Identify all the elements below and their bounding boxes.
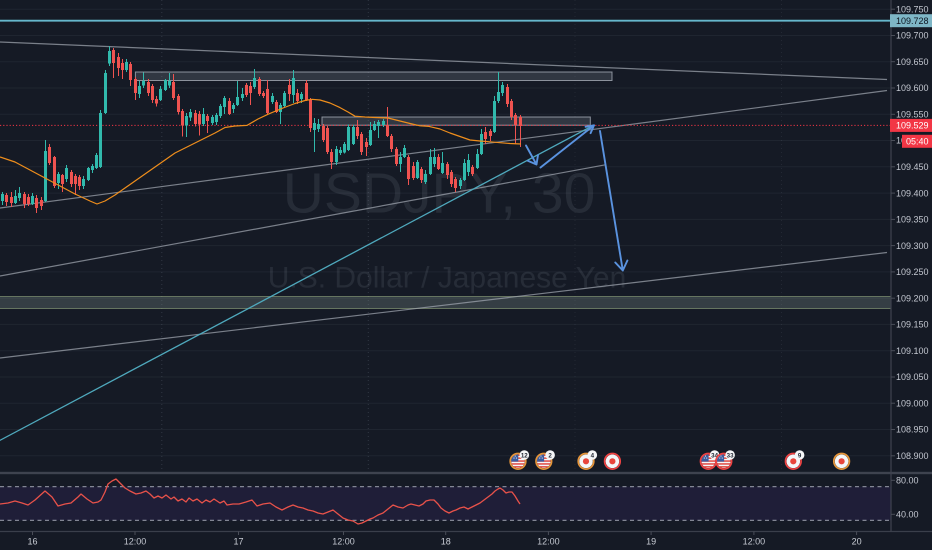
svg-text:109.000: 109.000: [896, 398, 929, 408]
svg-text:40.00: 40.00: [896, 510, 919, 520]
svg-text:109.050: 109.050: [896, 372, 929, 382]
svg-text:109.750: 109.750: [896, 4, 929, 14]
svg-text:17: 17: [233, 537, 243, 547]
svg-text:80.00: 80.00: [896, 476, 919, 486]
svg-text:109.350: 109.350: [896, 215, 929, 225]
svg-text:18: 18: [441, 537, 451, 547]
svg-text:109.700: 109.700: [896, 31, 929, 41]
svg-text:34: 34: [711, 452, 718, 459]
svg-text:05:40: 05:40: [906, 137, 929, 147]
svg-text:12:00: 12:00: [124, 537, 147, 547]
svg-text:109.100: 109.100: [896, 346, 929, 356]
svg-text:20: 20: [852, 537, 862, 547]
svg-text:109.250: 109.250: [896, 267, 929, 277]
svg-text:109.300: 109.300: [896, 241, 929, 251]
svg-text:109.150: 109.150: [896, 320, 929, 330]
svg-text:33: 33: [727, 452, 734, 459]
svg-text:109.529: 109.529: [896, 121, 929, 131]
svg-text:109.600: 109.600: [896, 83, 929, 93]
svg-text:108.950: 108.950: [896, 425, 929, 435]
svg-text:16: 16: [27, 537, 37, 547]
svg-text:12: 12: [521, 452, 528, 459]
svg-text:12:00: 12:00: [537, 537, 560, 547]
svg-text:108.900: 108.900: [896, 451, 929, 461]
svg-text:109.400: 109.400: [896, 188, 929, 198]
svg-text:109.450: 109.450: [896, 162, 929, 172]
svg-text:109.728: 109.728: [896, 16, 929, 26]
svg-text:9: 9: [798, 452, 802, 459]
svg-text:12:00: 12:00: [743, 537, 766, 547]
svg-text:109.650: 109.650: [896, 57, 929, 67]
svg-text:109.200: 109.200: [896, 293, 929, 303]
svg-text:12:00: 12:00: [332, 537, 355, 547]
svg-text:4: 4: [591, 452, 595, 459]
svg-text:2: 2: [548, 452, 552, 459]
svg-text:19: 19: [646, 537, 656, 547]
svg-text:109.550: 109.550: [896, 110, 929, 120]
